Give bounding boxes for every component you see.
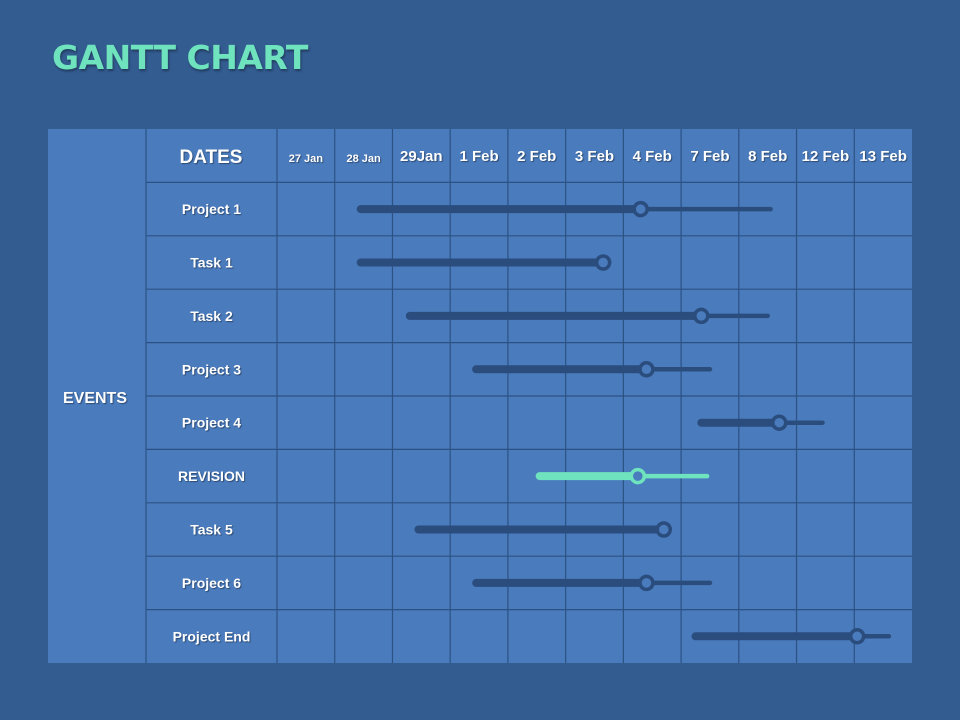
date-header: 29Jan bbox=[400, 148, 443, 165]
row-label: Project 3 bbox=[182, 361, 241, 377]
bar-marker bbox=[632, 200, 649, 218]
row-label: Project 6 bbox=[182, 575, 241, 591]
page-title: GANTT CHART bbox=[52, 38, 308, 77]
bars-layer bbox=[356, 200, 892, 645]
grid-cells bbox=[48, 129, 912, 663]
date-header: 28 Jan bbox=[346, 153, 381, 165]
row-label: Project End bbox=[173, 628, 251, 644]
bar-marker bbox=[638, 361, 655, 378]
date-header: 27 Jan bbox=[289, 153, 324, 165]
bar-marker bbox=[638, 574, 655, 592]
bar-marker bbox=[693, 307, 710, 325]
bar-marker bbox=[594, 254, 612, 271]
row-label: Task 5 bbox=[190, 522, 233, 538]
date-header: 13 Feb bbox=[859, 148, 907, 165]
row-label-revision: REVISION bbox=[178, 468, 245, 484]
labels-layer: EVENTS DATES 27 Jan 28 Jan 29Jan 1 Feb 2 Feb… bbox=[63, 147, 907, 644]
row-label: Task 2 bbox=[190, 308, 233, 324]
bar-marker bbox=[770, 414, 788, 431]
bar-marker bbox=[848, 628, 866, 645]
bar-marker bbox=[655, 521, 673, 538]
date-header: 1 Feb bbox=[459, 148, 498, 165]
row-label: Project 1 bbox=[182, 201, 241, 217]
date-header: 8 Feb bbox=[748, 148, 787, 165]
bar-marker bbox=[629, 467, 647, 485]
date-header: 2 Feb bbox=[517, 148, 556, 165]
date-header: 4 Feb bbox=[633, 148, 672, 165]
row-label: Task 1 bbox=[190, 255, 233, 271]
date-header: 12 Feb bbox=[802, 148, 850, 165]
events-label: EVENTS bbox=[63, 390, 127, 407]
dates-label: DATES bbox=[180, 147, 243, 168]
date-header: 3 Feb bbox=[575, 148, 614, 165]
row-label: Project 4 bbox=[182, 415, 241, 431]
date-header: 7 Feb bbox=[690, 148, 729, 165]
